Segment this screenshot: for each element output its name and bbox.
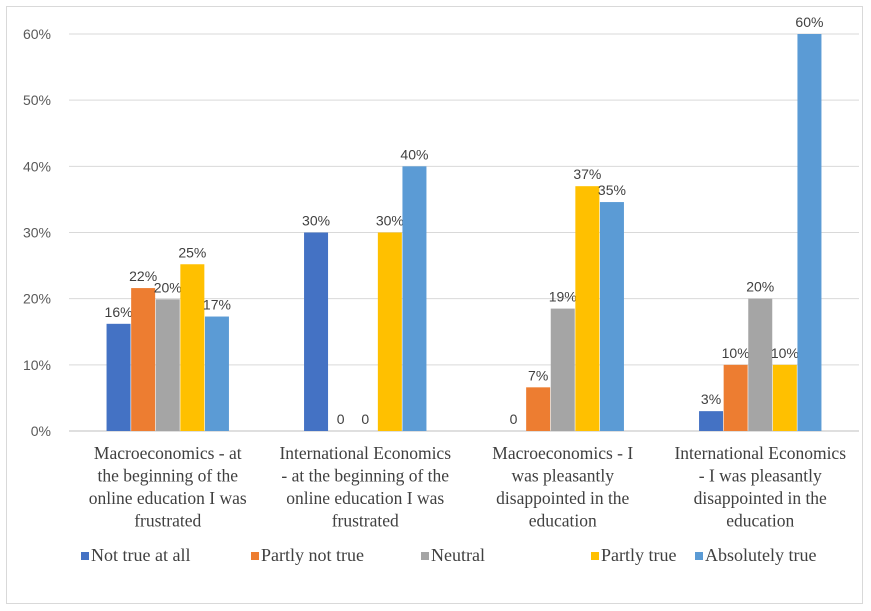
bar	[772, 364, 797, 431]
data-label: 25%	[178, 244, 206, 260]
data-label: 30%	[376, 213, 404, 229]
data-label: 40%	[400, 146, 428, 162]
data-label: 20%	[746, 279, 774, 295]
category-label-line: Macroeconomics - I	[492, 443, 633, 463]
category-label: Macroeconomics - at the beginning of the o…	[89, 443, 247, 531]
category-label: Macroeconomics - I was pleasantly disappoi…	[492, 443, 633, 531]
data-label: 0	[337, 411, 345, 427]
y-tick-label: 20%	[23, 291, 51, 307]
y-tick-label: 10%	[23, 357, 51, 373]
category-label-line: frustrated	[134, 511, 201, 531]
category-label-line: International Economics	[279, 443, 451, 463]
bar	[550, 308, 575, 431]
legend-swatch	[695, 552, 703, 560]
legend-label: Absolutely true	[705, 545, 816, 565]
category-label-line: - at the beginning of the	[281, 466, 449, 486]
category-label-line: disappointed in the	[694, 488, 827, 508]
y-tick-label: 30%	[23, 225, 51, 241]
category-label-line: education	[529, 511, 597, 531]
bar-chart: 0%10%20%30%40%50%60%16%22%20%25%17%Macro…	[23, 14, 859, 565]
bar	[304, 232, 329, 431]
y-tick-label: 50%	[23, 92, 51, 108]
data-label: 16%	[105, 304, 133, 320]
bar	[377, 232, 402, 431]
bar	[797, 34, 822, 431]
category-label-line: education	[726, 511, 794, 531]
y-tick-label: 0%	[31, 423, 51, 439]
legend-label: Neutral	[431, 545, 485, 565]
bar	[699, 411, 724, 431]
bar	[131, 288, 156, 431]
data-label: 7%	[528, 367, 548, 383]
category-label: International Economics - at the beginnin…	[279, 443, 451, 531]
data-label: 3%	[701, 391, 721, 407]
data-label: 22%	[129, 268, 157, 284]
data-label: 19%	[549, 289, 577, 305]
data-label: 10%	[771, 345, 799, 361]
category-label-line: online education I was	[89, 488, 247, 508]
bar	[106, 323, 131, 431]
bar	[748, 298, 773, 431]
category-label-line: online education I was	[286, 488, 444, 508]
data-label: 20%	[154, 279, 182, 295]
data-label: 30%	[302, 213, 330, 229]
bar	[575, 186, 600, 431]
y-tick-label: 40%	[23, 158, 51, 174]
legend-swatch	[251, 552, 259, 560]
bar	[204, 316, 229, 431]
legend-swatch	[81, 552, 89, 560]
category-label-line: Macroeconomics - at	[94, 443, 242, 463]
bar	[599, 202, 624, 431]
bar	[155, 299, 180, 431]
data-label: 10%	[722, 345, 750, 361]
category-label-line: was pleasantly	[511, 466, 614, 486]
category-label-line: disappointed in the	[496, 488, 629, 508]
category-label-line: - I was pleasantly	[699, 466, 822, 486]
category-label-line: frustrated	[332, 511, 399, 531]
data-label: 0	[510, 411, 518, 427]
bar	[723, 364, 748, 431]
legend-swatch	[591, 552, 599, 560]
data-label: 17%	[203, 297, 231, 313]
legend-swatch	[421, 552, 429, 560]
legend-label: Partly not true	[261, 545, 364, 565]
category-label-line: International Economics	[674, 443, 846, 463]
bar	[526, 387, 551, 431]
data-label: 37%	[573, 166, 601, 182]
chart-frame: 0% 10% 20% 30% 40% 50% 60% 16% 22% 20% 25% 17% Macro…	[6, 6, 863, 604]
category-label: International Economics - I was pleasantl…	[674, 443, 846, 531]
legend-label: Partly true	[601, 545, 676, 565]
data-label: 35%	[598, 182, 626, 198]
category-label-line: the beginning of the	[98, 466, 239, 486]
data-label: 60%	[795, 14, 823, 30]
bar	[402, 166, 427, 432]
legend-label: Not true at all	[91, 545, 190, 565]
data-label: 0	[361, 411, 369, 427]
bar	[180, 264, 205, 431]
y-tick-label: 60%	[23, 26, 51, 42]
